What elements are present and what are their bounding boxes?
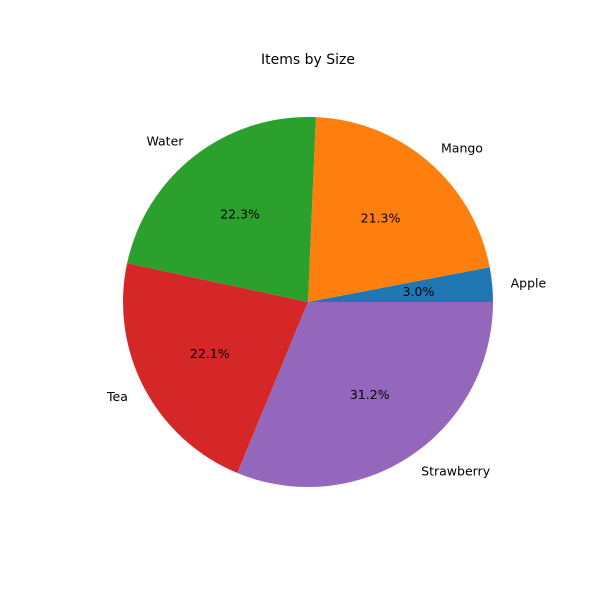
slice-label-apple: Apple: [511, 275, 547, 290]
percent-label-tea: 22.1%: [190, 346, 230, 361]
percent-label-strawberry: 31.2%: [350, 387, 390, 402]
percent-label-mango: 21.3%: [361, 210, 401, 225]
slice-label-water: Water: [146, 134, 184, 149]
pie-slice-tea: [123, 263, 308, 474]
percent-label-water: 22.3%: [220, 207, 260, 222]
percent-labels: 3.0% 21.3% 22.3% 22.1% 31.2%: [190, 207, 435, 402]
slice-labels: Apple Mango Water Tea Strawberry: [106, 134, 546, 479]
percent-label-apple: 3.0%: [403, 284, 435, 299]
slice-label-strawberry: Strawberry: [421, 464, 491, 479]
pie-slice-mango: [308, 117, 490, 303]
pie-slice-water: [127, 117, 316, 302]
chart-title: Items by Size: [261, 52, 355, 68]
slice-label-mango: Mango: [441, 140, 483, 155]
pie-slices: [123, 117, 493, 487]
slice-label-tea: Tea: [106, 389, 128, 404]
pie-slice-strawberry: [237, 302, 493, 487]
pie-slice-apple: [308, 267, 493, 302]
